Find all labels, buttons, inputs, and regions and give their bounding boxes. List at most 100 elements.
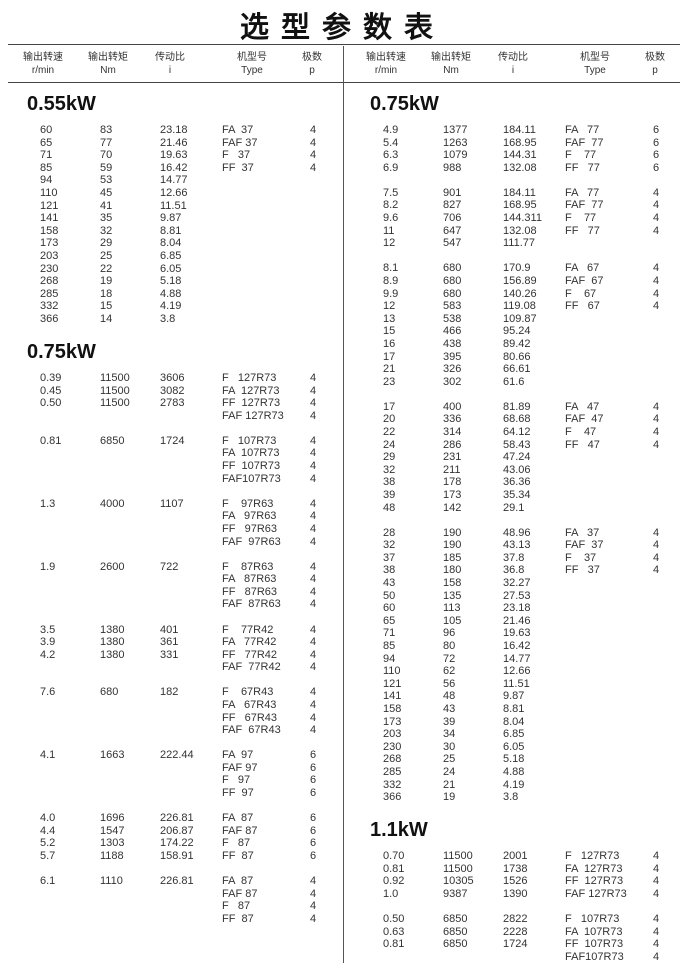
power-section: 0.55kW 60 83 23.18 FA 37 4 65 77 21.46 FAF 37 4 71 7… <box>0 90 343 326</box>
table-cell: 332 <box>383 778 402 791</box>
row-group: 6.1 1110 226.81 FA 87 4 FAF 87 4 F 87 4 FF 87 4 <box>0 875 343 925</box>
table-cell: 4 <box>310 724 317 737</box>
empty-cell <box>160 787 222 800</box>
table-cell: 9.9 <box>383 287 399 300</box>
table-cell: 11.51 <box>160 199 187 212</box>
row-group: 4.1 1663 222.44 FA 97 6 FAF 97 6 F 97 6 FF 97 6 <box>0 749 343 799</box>
empty-cell <box>160 523 222 536</box>
table-cell: 4 <box>310 460 317 473</box>
table-row: 16 438 89.42 <box>343 338 685 351</box>
column-heading: 极数 p <box>302 51 322 77</box>
divider <box>343 46 344 963</box>
table-cell: 4 <box>653 564 660 577</box>
table-cell: F 37 <box>222 149 251 162</box>
table-cell: 2001 <box>503 850 528 863</box>
table-row: 21 326 66.61 <box>343 363 685 376</box>
table-cell: 72 <box>443 652 456 665</box>
empty-cell <box>565 665 653 678</box>
column-unit: Nm <box>100 65 116 76</box>
empty-cell <box>565 741 653 754</box>
table-cell: 180 <box>443 564 462 577</box>
table-row: 158 32 8.81 <box>0 225 343 238</box>
table-cell: 21 <box>443 778 456 791</box>
table-cell: F 37 <box>565 551 597 564</box>
table-cell: 15 <box>383 325 396 338</box>
table-cell: 14.77 <box>503 652 531 665</box>
table-cell: 6850 <box>443 938 468 951</box>
table-cell: 4 <box>653 287 660 300</box>
empty-cell <box>653 741 683 754</box>
table-cell: 0.92 <box>383 875 405 888</box>
empty-cell <box>160 598 222 611</box>
table-cell: 4 <box>310 161 317 174</box>
table-cell: 286 <box>443 438 462 451</box>
table-cell: 77 <box>100 136 113 149</box>
empty-cell <box>222 250 310 263</box>
empty-cell <box>100 913 160 926</box>
table-cell: 8.04 <box>503 715 525 728</box>
table-cell: 4 <box>653 887 660 900</box>
empty-cell <box>100 473 160 486</box>
empty-cell <box>160 573 222 586</box>
row-group: 3.5 1380 401 F 77R42 4 3.9 1380 361 FA 77R42 4 4.2… <box>0 624 343 674</box>
table-row: 37 185 37.8 F 37 4 <box>343 552 685 565</box>
table-cell: 680 <box>443 262 462 275</box>
column-unit: p <box>652 65 658 76</box>
empty-cell <box>160 774 222 787</box>
table-cell: 4 <box>310 585 317 598</box>
table-body: 0.75kW 4.9 1377 184.11 FA 77 6 5.4 1263 168.95 FA… <box>343 82 685 963</box>
table-row: 4.1 1663 222.44 FA 97 6 <box>0 749 343 762</box>
table-cell: 3.9 <box>40 636 56 649</box>
table-cell: 1380 <box>100 623 125 636</box>
empty-cell <box>653 678 683 691</box>
table-cell: 53 <box>100 174 113 187</box>
table-cell: 16 <box>383 337 396 350</box>
table-cell: 132.08 <box>503 161 537 174</box>
power-section: 0.75kW 4.9 1377 184.11 FA 77 6 5.4 1263 168.95 FA… <box>343 90 685 804</box>
table-cell: 901 <box>443 186 462 199</box>
table-cell: FAF 97 <box>222 761 258 774</box>
empty-cell <box>222 225 310 238</box>
empty-cell <box>40 523 100 536</box>
table-cell: 827 <box>443 199 462 212</box>
table-cell: 21.46 <box>503 614 531 627</box>
table-cell: 132.08 <box>503 224 537 237</box>
empty-cell <box>565 577 653 590</box>
table-row: F 97 6 <box>0 774 343 787</box>
table-row: 32 211 43.06 <box>343 464 685 477</box>
table-cell: 48.96 <box>503 526 531 539</box>
table-cell: 59 <box>100 161 113 174</box>
table-cell: 25 <box>100 249 113 262</box>
table-cell: 4 <box>653 850 660 863</box>
table-row: 22 314 64.12 F 47 4 <box>343 426 685 439</box>
table-row: 8.2 827 168.95 FAF 77 4 <box>343 199 685 212</box>
table-row: 39 173 35.34 <box>343 489 685 502</box>
table-cell: 96 <box>443 627 456 640</box>
table-cell: 80 <box>443 639 456 652</box>
table-row: 32 190 43.13 FAF 37 4 <box>343 539 685 552</box>
table-cell: 6.05 <box>503 740 525 753</box>
table-row: FAF 67R43 4 <box>0 724 343 737</box>
table-cell: 4 <box>310 900 317 913</box>
empty-cell <box>565 376 653 389</box>
empty-cell <box>100 774 160 787</box>
table-cell: 331 <box>160 648 179 661</box>
table-cell: 15 <box>100 300 113 313</box>
table-row: FAF107R73 4 <box>343 951 685 964</box>
column-name: 极数 <box>645 52 665 63</box>
table-cell: 1526 <box>503 875 528 888</box>
table-cell: 5.18 <box>160 275 182 288</box>
table-row: 71 96 19.63 <box>343 627 685 640</box>
table-cell: FA 87R63 <box>222 573 277 586</box>
empty-cell <box>653 753 683 766</box>
power-heading: 0.55kW <box>27 93 96 115</box>
rule <box>8 44 680 45</box>
empty-cell <box>222 212 310 225</box>
table-cell: 85 <box>40 161 53 174</box>
table-cell: F 77R42 <box>222 623 274 636</box>
table-row: FAF 97 6 <box>0 762 343 775</box>
table-cell: FA 77 <box>565 186 600 199</box>
table-cell: 14.77 <box>160 174 188 187</box>
empty-cell <box>222 313 310 326</box>
column-heading: 传动比 i <box>498 51 528 77</box>
